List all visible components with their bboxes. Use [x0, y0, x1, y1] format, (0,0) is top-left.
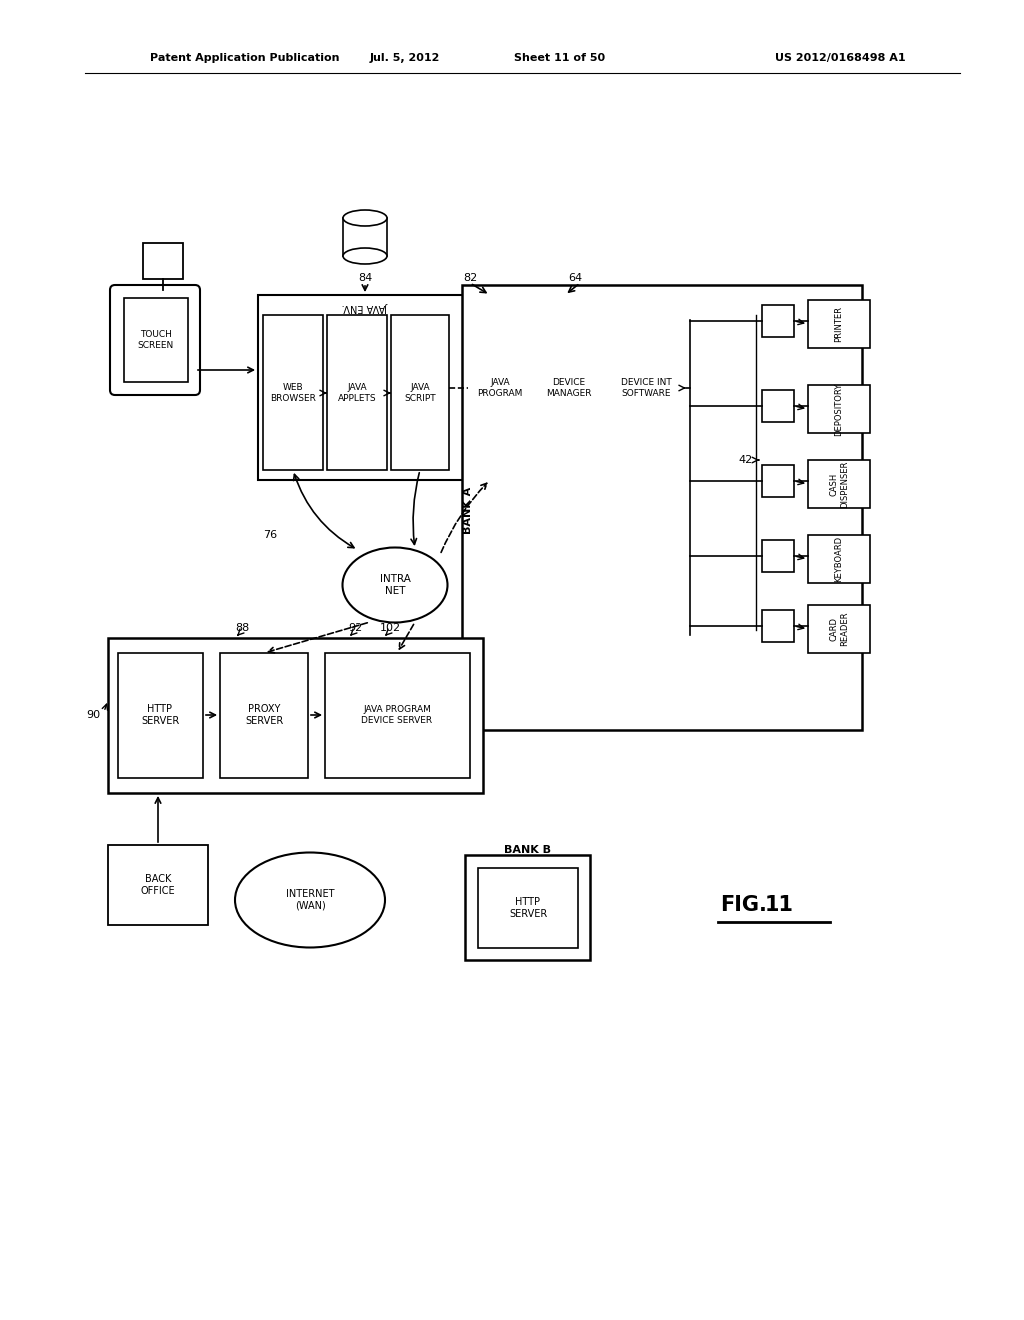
Text: JAVA PROGRAM
DEVICE SERVER: JAVA PROGRAM DEVICE SERVER [361, 705, 432, 725]
Bar [108, 638, 483, 793]
Text: 82: 82 [463, 273, 477, 282]
Bar [808, 459, 870, 508]
Bar [465, 855, 590, 960]
Text: 102: 102 [380, 623, 400, 634]
Text: 64: 64 [568, 273, 582, 282]
Bar [263, 315, 323, 470]
Text: Jul. 5, 2012: Jul. 5, 2012 [370, 53, 440, 63]
Text: CASH
DISPENSER: CASH DISPENSER [829, 461, 849, 508]
Bar [124, 298, 188, 381]
Text: 76: 76 [263, 531, 278, 540]
Text: JAVA
PROGRAM: JAVA PROGRAM [477, 379, 522, 397]
Ellipse shape [343, 210, 387, 226]
Bar [462, 285, 862, 730]
Text: JAVA
SCRIPT: JAVA SCRIPT [404, 383, 436, 403]
Bar [327, 315, 387, 470]
Text: 11: 11 [765, 895, 794, 915]
Text: JAVA
APPLETS: JAVA APPLETS [338, 383, 376, 403]
Text: 84: 84 [357, 273, 372, 282]
Bar [808, 605, 870, 653]
Bar [220, 653, 308, 777]
Text: DEVICE
MANAGER: DEVICE MANAGER [546, 379, 592, 397]
Ellipse shape [342, 548, 447, 623]
Text: 88: 88 [234, 623, 249, 634]
Ellipse shape [343, 248, 387, 264]
Text: HTTP
SERVER: HTTP SERVER [141, 704, 179, 726]
Text: PRINTER: PRINTER [835, 306, 844, 342]
Bar [808, 535, 870, 583]
Bar [343, 218, 387, 256]
FancyBboxPatch shape [110, 285, 200, 395]
Text: BANK B: BANK B [505, 845, 552, 855]
Ellipse shape [234, 853, 385, 948]
Text: BANK A: BANK A [463, 486, 473, 533]
Text: Sheet 11 of 50: Sheet 11 of 50 [514, 53, 605, 63]
Bar [762, 389, 794, 422]
Text: 92: 92 [348, 623, 362, 634]
Text: DEVICE INT
SOFTWARE: DEVICE INT SOFTWARE [621, 379, 672, 397]
Text: HTTP
SERVER: HTTP SERVER [509, 898, 547, 919]
Text: US 2012/0168498 A1: US 2012/0168498 A1 [775, 53, 905, 63]
Bar [606, 294, 686, 480]
Bar [258, 294, 473, 480]
Bar [478, 869, 578, 948]
Bar [762, 465, 794, 498]
Bar [762, 305, 794, 337]
Text: FIG.: FIG. [720, 895, 767, 915]
Text: Patent Application Publication: Patent Application Publication [150, 53, 340, 63]
Text: WEB
BROWSER: WEB BROWSER [270, 383, 316, 403]
Bar [108, 845, 208, 925]
Bar [468, 294, 534, 480]
Text: 42: 42 [738, 455, 753, 465]
Bar [143, 243, 183, 279]
Text: DEPOSITORY: DEPOSITORY [835, 383, 844, 436]
Text: KEYBOARD: KEYBOARD [835, 536, 844, 582]
Text: PROXY
SERVER: PROXY SERVER [245, 704, 283, 726]
Bar [762, 540, 794, 572]
Bar [537, 294, 602, 480]
Bar [808, 385, 870, 433]
Text: JAVA ENV.: JAVA ENV. [342, 302, 388, 312]
Text: INTERNET
(WAN): INTERNET (WAN) [286, 890, 334, 911]
Bar [325, 653, 470, 777]
Bar [391, 315, 449, 470]
Text: INTRA
NET: INTRA NET [380, 574, 411, 595]
Text: TOUCH
SCREEN: TOUCH SCREEN [138, 330, 174, 350]
Text: CARD
READER: CARD READER [829, 611, 849, 647]
Text: BACK
OFFICE: BACK OFFICE [140, 874, 175, 896]
Bar [762, 610, 794, 642]
Bar [118, 653, 203, 777]
Bar [808, 300, 870, 348]
Text: 90: 90 [86, 710, 100, 719]
